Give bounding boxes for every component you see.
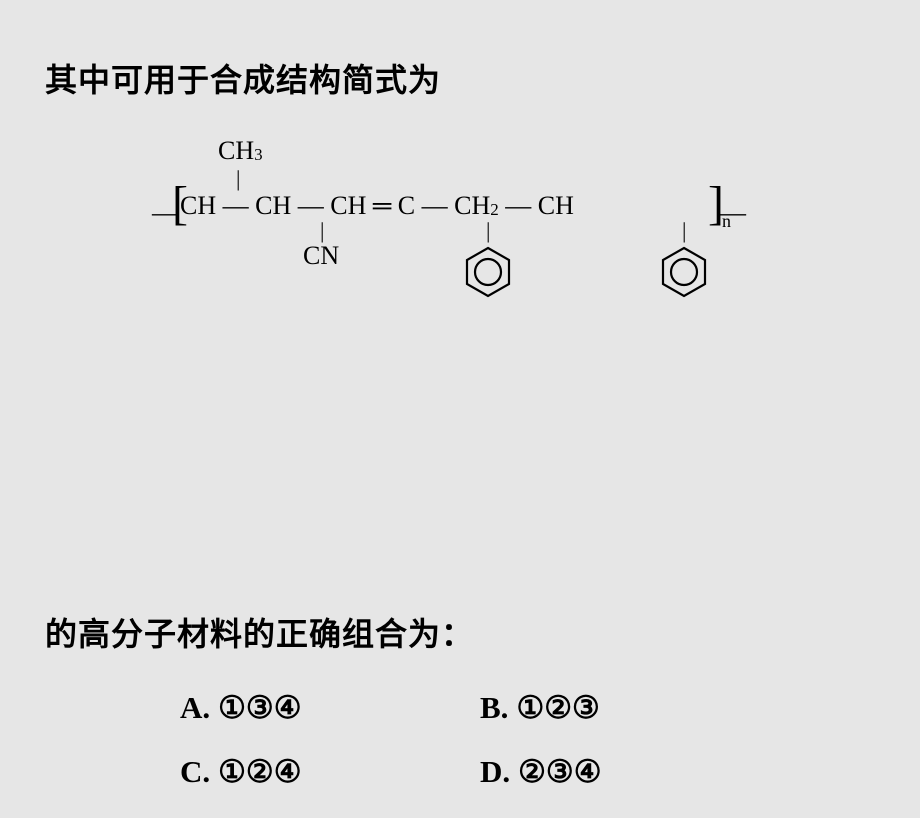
chain-chlast: CH [538, 191, 574, 221]
double-bond: ═ [366, 191, 397, 221]
vertical-bond-3: | [486, 218, 490, 244]
bracket-dash-right: — [720, 198, 746, 228]
answer-options: A.①③④ B.①②③ C.①②④ D.②③④ [180, 690, 875, 790]
ch2-sub: 2 [490, 200, 499, 220]
single-bond: — [415, 191, 454, 221]
vertical-bond-4: | [682, 218, 686, 244]
single-bond: — [216, 191, 255, 221]
chain-ch2unit: CH [454, 191, 490, 221]
option-a: A.①③④ [180, 690, 480, 726]
chain-ch2: CH [255, 191, 291, 221]
option-d-label: D. [480, 754, 510, 789]
ch3-sub: 3 [254, 145, 263, 165]
option-d: D.②③④ [480, 754, 602, 790]
benzene-ring-1 [462, 246, 514, 298]
chain-c: C [398, 191, 415, 221]
option-c-label: C. [180, 754, 210, 789]
single-bond: — [499, 191, 538, 221]
benzene-ring-2 [658, 246, 710, 298]
chain-ch3: CH [330, 191, 366, 221]
option-a-label: A. [180, 690, 210, 725]
slide-content: 其中可用于合成结构简式为 — [ CH3 | CH — CH — CH ═ C … [45, 55, 875, 818]
cn-group: CN [303, 241, 339, 271]
option-row-2: C.①②④ D.②③④ [180, 754, 875, 790]
single-bond: — [291, 191, 330, 221]
main-chain: CH — CH — CH ═ C — CH2 — CH [180, 191, 574, 221]
option-d-text: ②③④ [518, 754, 601, 789]
ch3-text: CH [218, 136, 254, 166]
option-b: B.①②③ [480, 690, 600, 726]
option-b-label: B. [480, 690, 508, 725]
vertical-bond-1: | [236, 166, 240, 192]
option-b-text: ①②③ [516, 690, 599, 725]
chain-ch1: CH [180, 191, 216, 221]
option-a-text: ①③④ [218, 690, 301, 725]
chemical-formula: — [ CH3 | CH — CH — CH ═ C — CH2 — CH | … [180, 136, 875, 341]
question-text: 的高分子材料的正确组合为： [45, 609, 875, 655]
ch3-group: CH3 [218, 136, 263, 166]
option-row-1: A.①③④ B.①②③ [180, 690, 875, 726]
title-text: 其中可用于合成结构简式为 [45, 55, 875, 101]
option-c: C.①②④ [180, 754, 480, 790]
option-c-text: ①②④ [218, 754, 301, 789]
